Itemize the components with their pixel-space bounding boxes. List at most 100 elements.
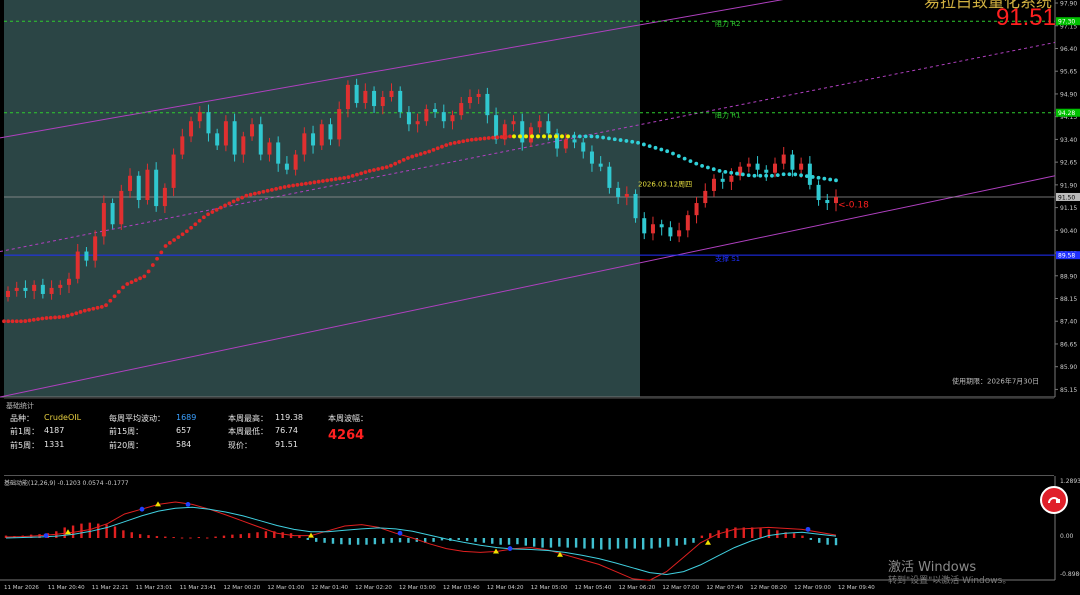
- osc-bar: [281, 532, 284, 538]
- x-tick-label: 12 Mar 09:00: [794, 585, 831, 591]
- trend-dot: [155, 256, 159, 261]
- trend-dot: [491, 135, 495, 140]
- trend-dot: [278, 186, 283, 190]
- price-value: 91.51: [275, 440, 298, 449]
- price-chart[interactable]: 阻力 R2 阻力 R1 支撑 S1 97.90 97.15 96.40 95.65 94.90…: [0, 0, 1080, 398]
- trend-dot: [269, 187, 274, 192]
- record-button[interactable]: [1040, 486, 1068, 514]
- trend-dot: [393, 161, 398, 166]
- candle-body: [834, 196, 838, 204]
- candle-body: [807, 163, 812, 185]
- y-tick-label: 94.15: [1060, 114, 1077, 121]
- trend-dot: [834, 178, 838, 183]
- osc-tick-label: -0.8986: [1060, 571, 1080, 578]
- osc-bar: [423, 538, 427, 543]
- candle-body: [790, 154, 795, 170]
- osc-bar: [734, 527, 737, 538]
- candle-body: [502, 124, 507, 140]
- trend-dot: [401, 157, 406, 162]
- week20-value: 584: [176, 440, 192, 449]
- trend-dot: [530, 134, 534, 139]
- osc-bar: [532, 538, 536, 547]
- trend-dot: [163, 244, 168, 248]
- osc-bar: [214, 536, 217, 538]
- trend-dot: [10, 319, 15, 324]
- trend-dot: [512, 134, 516, 139]
- trend-dot: [231, 199, 236, 204]
- trend-dot: [121, 285, 125, 290]
- week15-value: 657: [176, 426, 192, 435]
- trend-dot: [286, 184, 291, 189]
- expiry-label: 使用期限：2026年7月30日: [952, 376, 1039, 385]
- osc-bar: [801, 535, 804, 538]
- trend-dot: [682, 156, 687, 161]
- level-label: 阻力 R2: [715, 19, 741, 28]
- trend-dot: [172, 238, 176, 242]
- trend-dot: [659, 147, 664, 152]
- trend-dot: [452, 140, 457, 145]
- trend-dot: [474, 137, 478, 142]
- trend-dot: [299, 182, 304, 187]
- y-tick-label: 90.40: [1060, 228, 1077, 235]
- trend-dot: [457, 140, 461, 144]
- osc-bar: [658, 538, 662, 548]
- channel-line: [0, 175, 1056, 398]
- osc-signal-marker: [507, 546, 513, 551]
- trend-dot: [133, 278, 138, 283]
- osc-tick-label: 1.2893: [1060, 478, 1080, 485]
- price-tag-label: 89.58: [1058, 253, 1075, 260]
- trend-dot: [775, 173, 780, 177]
- candle-body: [206, 112, 211, 134]
- osc-bar: [197, 537, 201, 539]
- trend-dot: [193, 222, 198, 227]
- trend-dot: [607, 136, 611, 141]
- candle-body: [215, 133, 220, 146]
- osc-bar: [608, 538, 611, 550]
- trend-dot: [138, 276, 142, 281]
- candle-body: [467, 96, 472, 104]
- candle-body: [319, 124, 324, 146]
- candle-body: [511, 121, 516, 125]
- trend-dot: [601, 135, 606, 140]
- x-tick-label: 12 Mar 02:20: [355, 585, 392, 591]
- trend-dot: [647, 144, 652, 149]
- x-tick-label: 11 Mar 23:01: [136, 585, 173, 591]
- candle-body: [372, 90, 377, 107]
- trend-dot: [308, 181, 313, 185]
- trend-dot: [764, 173, 769, 178]
- candle-body: [755, 163, 760, 170]
- oscillator-chart[interactable]: 基础动能(12,26,9) -0.1203 0.0574 -0.1777 1.28…: [0, 476, 1080, 595]
- x-tick-label: 12 Mar 05:00: [531, 585, 568, 591]
- candle-body: [363, 90, 368, 104]
- osc-signal-marker: [139, 506, 145, 512]
- trend-dot: [350, 174, 355, 178]
- trend-dot: [478, 136, 483, 141]
- osc-bar: [63, 527, 66, 538]
- osc-bar: [750, 527, 754, 538]
- trend-dot: [636, 140, 640, 145]
- trend-dot: [384, 165, 389, 169]
- avg-value: 1689: [176, 413, 197, 422]
- candle-body: [441, 112, 446, 122]
- trend-dot: [542, 134, 546, 139]
- y-tick-label: 91.15: [1060, 205, 1077, 212]
- trend-dot: [74, 311, 79, 316]
- osc-bar: [71, 525, 75, 538]
- trend-dot: [822, 176, 827, 181]
- osc-signal-marker: [493, 548, 499, 554]
- osc-bar: [365, 538, 368, 545]
- osc-signal-marker: [397, 530, 403, 536]
- trend-dot: [206, 212, 211, 217]
- candle-body: [84, 251, 89, 261]
- trend-dot: [316, 179, 321, 184]
- trend-dot: [518, 134, 522, 139]
- candle-body: [816, 184, 821, 201]
- candle-body: [128, 175, 133, 191]
- trend-dot: [799, 173, 803, 178]
- osc-bar: [340, 538, 343, 545]
- candle-body: [424, 109, 429, 122]
- osc-bar: [130, 532, 133, 538]
- candle-body: [354, 84, 359, 104]
- windows-watermark-sub: 转到"设置"以激活 Windows。: [888, 576, 1012, 586]
- candle-body: [415, 121, 420, 125]
